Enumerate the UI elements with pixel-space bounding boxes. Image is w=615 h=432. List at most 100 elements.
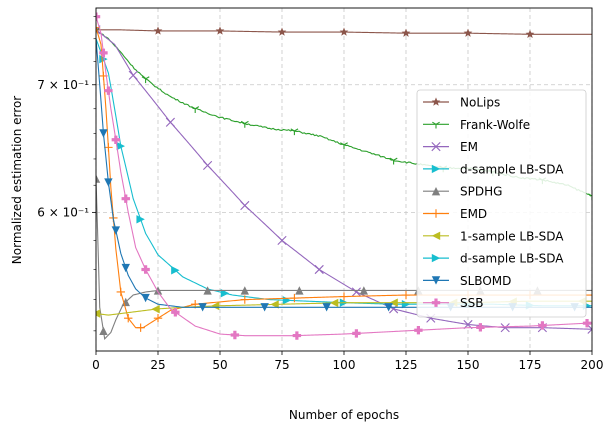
legend-marker (431, 97, 441, 106)
series-marker (260, 303, 269, 312)
x-tick-label: 50 (212, 358, 227, 372)
x-tick-label: 200 (581, 358, 604, 372)
series-marker (582, 318, 592, 328)
series-marker (401, 290, 411, 300)
series-marker (351, 287, 361, 297)
legend-marker (431, 298, 441, 307)
series-marker (104, 86, 113, 95)
legend-label: NoLips (460, 96, 500, 110)
series-marker (329, 298, 339, 308)
legend-entry: EMD (423, 207, 487, 221)
axis-ticks: 0 25 50 75 100 125 150 175 200 6 × 10⁻¹ 7 × 10⁻¹ (37, 16, 604, 372)
series-marker (99, 326, 108, 336)
series-marker (389, 298, 398, 307)
series-marker (414, 326, 423, 335)
series-marker (230, 330, 240, 340)
series-marker (165, 117, 175, 127)
series-marker (191, 106, 200, 113)
series-marker (171, 266, 180, 275)
series-marker (290, 293, 299, 303)
legend-label: 1-sample LB-SDA (460, 229, 564, 243)
series-marker (124, 314, 133, 323)
series-marker (136, 215, 145, 224)
series-marker (220, 288, 230, 298)
series-marker (340, 142, 348, 150)
series-marker (401, 28, 411, 37)
series-marker (359, 286, 369, 295)
series-marker (203, 286, 212, 295)
series-marker (104, 143, 113, 152)
legend-entry: EM (423, 140, 478, 154)
legend-entry: NoLips (423, 96, 500, 110)
legend-entry: d-sample LB-SDA (423, 252, 564, 266)
series-marker (116, 287, 125, 297)
series-marker (277, 27, 287, 36)
legend-label: Frank-Wolfe (460, 118, 530, 132)
series-marker (292, 331, 302, 340)
series-marker (96, 309, 101, 318)
series-marker (277, 235, 287, 246)
series-marker (500, 323, 510, 333)
legend-marker (432, 121, 440, 129)
series-marker (141, 265, 150, 274)
y-axis-label: Normalized estimation error (10, 96, 24, 265)
series-marker (588, 193, 592, 201)
x-axis-label: Number of epochs (289, 408, 399, 422)
series-marker (171, 308, 180, 317)
legend-label: SSB (460, 296, 483, 310)
x-tick-label: 25 (150, 358, 165, 372)
legend-box (416, 89, 587, 318)
legend-entry: SLBOMD (423, 274, 511, 288)
legend-label: EMD (460, 207, 487, 221)
series-marker (463, 28, 473, 37)
series-em (96, 25, 592, 334)
series-marker (587, 324, 592, 334)
legend-marker (431, 187, 441, 196)
series-marker (111, 226, 121, 235)
series-marker (96, 12, 101, 21)
legend-label: SLBOMD (460, 274, 511, 288)
series-nolips (96, 25, 592, 39)
series-marker (538, 321, 547, 330)
series-marker (153, 286, 163, 295)
legend-marker (431, 164, 441, 174)
series-marker (290, 128, 299, 136)
y-tick-label: 7 × 10⁻¹ (37, 78, 89, 92)
series-marker (128, 70, 138, 80)
legend-entry: SSB (423, 296, 483, 310)
series-marker (352, 329, 361, 338)
series-line (96, 16, 592, 337)
legend-label: SPDHG (460, 185, 502, 199)
series-marker (111, 135, 121, 144)
x-tick-label: 175 (519, 358, 542, 372)
legend-entry: SPDHG (423, 185, 502, 199)
series-marker (240, 120, 249, 128)
series-marker (270, 300, 279, 309)
series-marker (121, 194, 130, 203)
x-tick-label: 75 (274, 358, 289, 372)
series-marker (96, 174, 101, 183)
legend-marker (431, 276, 441, 285)
series-marker (282, 296, 292, 305)
legend-entry: 1-sample LB-SDA (423, 229, 564, 243)
series-marker (240, 286, 249, 295)
series-marker (151, 304, 160, 314)
series-marker (121, 297, 130, 307)
series-marker (314, 264, 324, 275)
series-marker (104, 178, 113, 187)
legend-label: EM (460, 140, 478, 154)
series-marker (322, 303, 331, 312)
series-marker (215, 26, 225, 35)
series-marker (116, 141, 125, 151)
series-marker (210, 301, 220, 311)
legend-marker (431, 231, 441, 240)
series-marker (141, 293, 150, 303)
series-marker (240, 295, 249, 304)
series-marker (384, 303, 393, 312)
legend-entry: Frank-Wolfe (423, 118, 530, 132)
series-marker (141, 76, 150, 84)
legend-marker (431, 253, 441, 263)
legend-label: d-sample LB-SDA (460, 252, 564, 266)
series-ssb (96, 12, 592, 340)
